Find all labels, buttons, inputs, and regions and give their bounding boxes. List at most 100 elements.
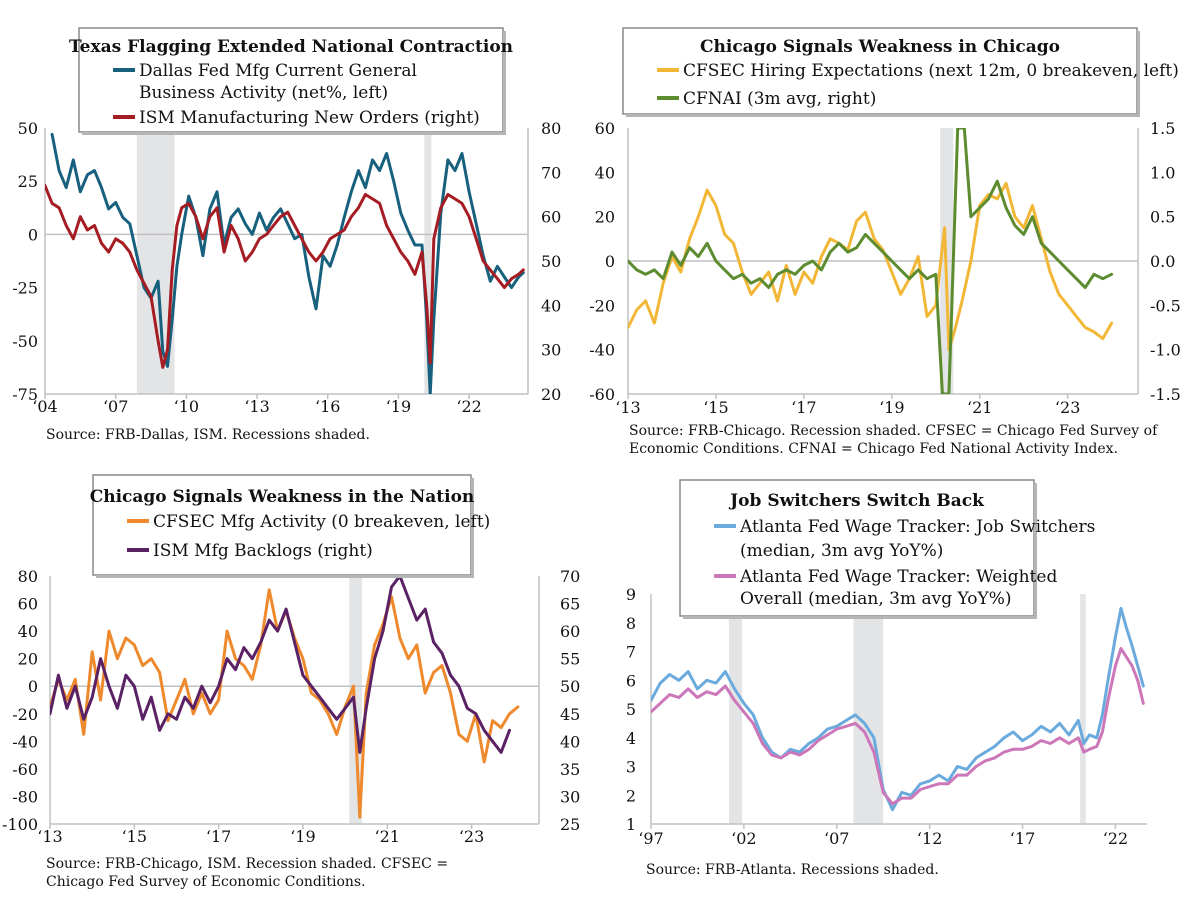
y-left-tick-label: 0 [28, 225, 38, 244]
y-right-tick-label: 50 [541, 252, 561, 271]
series-line-2 [45, 184, 525, 369]
x-tick-label: ‘17 [1010, 829, 1035, 848]
y-right-tick-label: 0.5 [1150, 208, 1175, 227]
chart-title: Job Switchers Switch Back [728, 491, 985, 511]
y-right-tick-label: 50 [560, 677, 580, 696]
y-left-tick-label: -80 [12, 787, 38, 806]
y-left-tick-label: 3 [626, 758, 636, 777]
series-line-1 [50, 132, 525, 394]
y-left-tick-label: -50 [12, 332, 38, 351]
y-right-tick-label: 80 [541, 119, 561, 138]
y-right-tick-label: 55 [560, 650, 580, 669]
y-right-tick-label: 30 [560, 787, 580, 806]
x-tick-label: ‘23 [459, 827, 484, 846]
y-left-tick-label: 4 [626, 729, 636, 748]
y-left-tick-label: -60 [12, 760, 38, 779]
x-tick-label: ‘22 [1103, 829, 1128, 848]
series-line-2 [651, 647, 1145, 806]
legend-entry: ISM Mfg Backlogs (right) [153, 541, 373, 561]
chart-panel-4: ‘97 ‘02 ‘07 ‘12 ‘17 ‘22 9 8 7 6 5 4 3 2 1 Job Switchers… [626, 479, 1147, 878]
recession-band [1080, 594, 1086, 824]
x-tick-label: ‘23 [1055, 398, 1080, 417]
y-right-tick-label: 25 [560, 815, 580, 834]
series-line-1 [628, 181, 1114, 352]
y-right-tick-label: -0.5 [1150, 296, 1181, 315]
y-left-tick-label: 40 [18, 622, 38, 641]
legend: Texas Flagging Extended National Contrac… [69, 27, 513, 135]
y-right-tick-label: 35 [560, 760, 580, 779]
source-note: Source: FRB-Atlanta. Recessions shaded. [646, 862, 939, 878]
series-line-2 [50, 576, 511, 754]
y-right-tick-label: 20 [541, 385, 561, 404]
x-tick-label: ‘13 [37, 827, 62, 846]
recession-band [853, 594, 884, 824]
x-tick-label: ‘19 [879, 398, 904, 417]
x-tick-label: ‘15 [703, 398, 728, 417]
legend-entry: Overall (median, 3m avg YoY%) [740, 589, 1012, 609]
source-note: Source: FRB-Dallas, ISM. Recessions shad… [46, 427, 370, 443]
legend-shadow [471, 478, 474, 578]
x-tick-label: ‘10 [174, 397, 199, 416]
y-left-tick-label: -60 [589, 385, 615, 404]
x-tick-label: ‘19 [386, 397, 411, 416]
legend-shadow [1034, 483, 1037, 619]
x-tick-label: ‘02 [731, 829, 756, 848]
y-left-tick-label: 20 [595, 208, 615, 227]
x-tick-label: ‘07 [103, 397, 128, 416]
y-left-tick-label: -20 [589, 296, 615, 315]
x-tick-label: ‘13 [244, 397, 269, 416]
x-tick-label: ‘16 [315, 397, 340, 416]
legend: Chicago Signals Weakness in the Nation CF… [90, 474, 490, 578]
y-left-tick-label: -75 [12, 385, 38, 404]
series-line-1 [651, 606, 1145, 812]
y-right-tick-label: -1.0 [1150, 341, 1181, 360]
y-right-tick-label: 40 [560, 732, 580, 751]
y-right-tick-label: 40 [541, 296, 561, 315]
chart-title: Chicago Signals Weakness in Chicago [700, 37, 1060, 57]
legend-shadow [626, 114, 1140, 117]
y-left-tick-label: 6 [626, 671, 636, 690]
source-note: Source: FRB-Chicago, ISM. Recession shad… [46, 856, 448, 872]
legend-shadow [1137, 31, 1140, 117]
chart-title: Chicago Signals Weakness in the Nation [90, 487, 475, 507]
y-left-tick-label: 20 [18, 650, 38, 669]
x-tick-label: ‘15 [122, 827, 147, 846]
legend-shadow [503, 31, 506, 135]
x-tick-label: ‘21 [375, 827, 400, 846]
y-right-tick-label: 45 [560, 705, 580, 724]
y-right-tick-label: 65 [560, 595, 580, 614]
y-left-tick-label: -25 [12, 279, 38, 298]
series-group [50, 576, 520, 819]
y-left-tick-label: 25 [18, 172, 38, 191]
legend-shadow [82, 132, 506, 135]
y-left-tick-label: 7 [626, 643, 636, 662]
y-left-tick-label: 0 [605, 252, 615, 271]
legend-entry: CFSEC Hiring Expectations (next 12m, 0 b… [683, 61, 1179, 81]
series-line-2 [628, 128, 1114, 394]
y-left-tick-label: -100 [2, 815, 38, 834]
x-tick-label: ‘13 [615, 398, 640, 417]
recession-band [424, 128, 432, 394]
y-right-tick-label: 60 [541, 208, 561, 227]
source-note: Economic Conditions. CFNAI = Chicago Fed… [629, 441, 1118, 457]
legend-box [78, 27, 504, 133]
series-group [651, 606, 1145, 812]
legend-shadow [96, 575, 474, 578]
legend: Chicago Signals Weakness in Chicago CFSEC… [622, 27, 1179, 117]
y-left-tick-label: -20 [12, 705, 38, 724]
y-left-tick-label: 2 [626, 786, 636, 805]
x-tick-label: ‘22 [456, 397, 481, 416]
source-note: Chicago Fed Survey of Economic Condition… [46, 874, 366, 890]
x-tick-label: ‘04 [32, 397, 57, 416]
y-left-tick-label: 0 [28, 677, 38, 696]
x-tick-label: ‘97 [638, 829, 663, 848]
legend-box [92, 474, 472, 576]
legend-entry: CFNAI (3m avg, right) [683, 89, 876, 109]
y-left-tick-label: 5 [626, 700, 636, 719]
y-right-tick-label: 0.0 [1150, 252, 1175, 271]
legend-entry: Business Activity (net%, left) [139, 83, 388, 103]
series-group [45, 132, 525, 394]
chart-title: Texas Flagging Extended National Contrac… [69, 37, 513, 57]
y-left-tick-label: 40 [595, 163, 615, 182]
